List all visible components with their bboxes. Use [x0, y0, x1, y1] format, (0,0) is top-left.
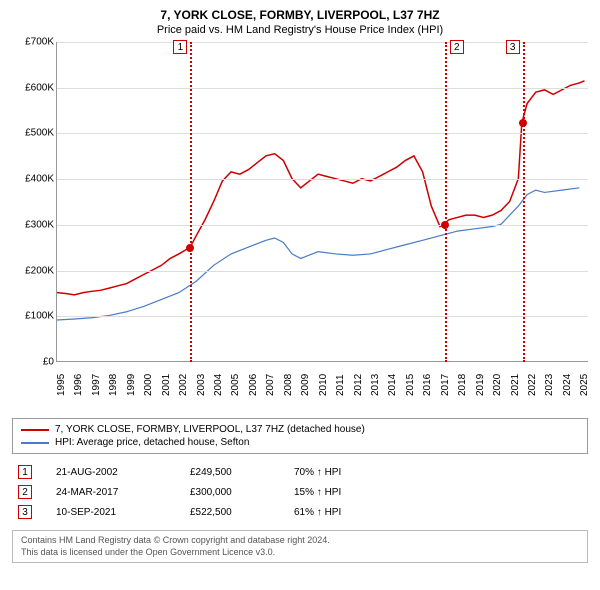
x-tick-label: 2019 — [475, 374, 486, 396]
y-tick-label: £100K — [12, 311, 54, 322]
x-tick-label: 1995 — [56, 374, 67, 396]
y-axis: £0£100K£200K£300K£400K£500K£600K£700K — [12, 42, 56, 362]
event-marker-line — [523, 42, 525, 362]
gridline — [57, 179, 588, 180]
y-tick-label: £400K — [12, 174, 54, 185]
event-marker-box: 1 — [173, 40, 187, 54]
event-price: £300,000 — [190, 487, 270, 498]
legend-row: 7, YORK CLOSE, FORMBY, LIVERPOOL, L37 7H… — [21, 423, 579, 436]
x-tick-label: 2003 — [196, 374, 207, 396]
x-tick-label: 1997 — [91, 374, 102, 396]
x-tick-label: 2012 — [353, 374, 364, 396]
event-row: 3 10-SEP-2021 £522,500 61% ↑ HPI — [12, 502, 588, 522]
event-marker-box: 2 — [450, 40, 464, 54]
legend-label: 7, YORK CLOSE, FORMBY, LIVERPOOL, L37 7H… — [55, 424, 365, 435]
x-tick-label: 1998 — [108, 374, 119, 396]
chart-area: £0£100K£200K£300K£400K£500K£600K£700K 12… — [12, 42, 588, 412]
event-price: £249,500 — [190, 467, 270, 478]
x-tick-label: 2009 — [300, 374, 311, 396]
legend-label: HPI: Average price, detached house, Seft… — [55, 437, 249, 448]
x-tick-label: 2015 — [405, 374, 416, 396]
series-line-property — [57, 81, 585, 295]
plot-area: 1 2 3 — [56, 42, 588, 362]
chart-title: 7, YORK CLOSE, FORMBY, LIVERPOOL, L37 7H… — [12, 8, 588, 22]
x-tick-label: 2014 — [387, 374, 398, 396]
event-date: 24-MAR-2017 — [56, 487, 166, 498]
x-tick-label: 1999 — [126, 374, 137, 396]
event-marker-line — [190, 42, 192, 362]
event-pct: 15% ↑ HPI — [294, 487, 374, 498]
x-tick-label: 2002 — [178, 374, 189, 396]
x-tick-label: 2011 — [335, 374, 346, 396]
gridline — [57, 225, 588, 226]
event-dot — [519, 119, 527, 127]
x-tick-label: 2021 — [510, 374, 521, 396]
x-tick-label: 2022 — [527, 374, 538, 396]
event-num-box: 2 — [18, 485, 32, 499]
event-marker-line — [445, 42, 447, 362]
x-tick-label: 2025 — [579, 374, 590, 396]
x-tick-label: 2000 — [143, 374, 154, 396]
x-tick-label: 2006 — [248, 374, 259, 396]
event-dot — [186, 244, 194, 252]
event-row: 2 24-MAR-2017 £300,000 15% ↑ HPI — [12, 482, 588, 502]
x-tick-label: 2020 — [492, 374, 503, 396]
attribution-line2: This data is licensed under the Open Gov… — [21, 547, 579, 559]
gridline — [57, 316, 588, 317]
legend-swatch — [21, 442, 49, 444]
event-pct: 70% ↑ HPI — [294, 467, 374, 478]
event-dot — [441, 221, 449, 229]
x-tick-label: 1996 — [73, 374, 84, 396]
event-date: 10-SEP-2021 — [56, 507, 166, 518]
x-tick-label: 2016 — [422, 374, 433, 396]
y-tick-label: £300K — [12, 219, 54, 230]
event-price: £522,500 — [190, 507, 270, 518]
chart-subtitle: Price paid vs. HM Land Registry's House … — [12, 24, 588, 36]
x-tick-label: 2010 — [318, 374, 329, 396]
legend-swatch — [21, 429, 49, 431]
y-tick-label: £200K — [12, 265, 54, 276]
series-line-hpi — [57, 188, 579, 320]
gridline — [57, 88, 588, 89]
event-row: 1 21-AUG-2002 £249,500 70% ↑ HPI — [12, 462, 588, 482]
gridline — [57, 271, 588, 272]
x-tick-label: 2007 — [265, 374, 276, 396]
x-tick-label: 2001 — [161, 374, 172, 396]
event-pct: 61% ↑ HPI — [294, 507, 374, 518]
event-date: 21-AUG-2002 — [56, 467, 166, 478]
y-tick-label: £0 — [12, 357, 54, 368]
x-tick-label: 2004 — [213, 374, 224, 396]
x-axis: 1995 1996 1997 1998 1999 2000 2001 2002 2003 2004… — [56, 362, 588, 412]
gridline — [57, 133, 588, 134]
event-num-box: 3 — [18, 505, 32, 519]
x-tick-label: 2024 — [562, 374, 573, 396]
attribution: Contains HM Land Registry data © Crown c… — [12, 530, 588, 563]
x-tick-label: 2018 — [457, 374, 468, 396]
x-tick-label: 2005 — [230, 374, 241, 396]
y-tick-label: £700K — [12, 37, 54, 48]
chart-container: 7, YORK CLOSE, FORMBY, LIVERPOOL, L37 7H… — [0, 0, 600, 590]
attribution-line1: Contains HM Land Registry data © Crown c… — [21, 535, 579, 547]
legend-row: HPI: Average price, detached house, Seft… — [21, 436, 579, 449]
x-tick-label: 2017 — [440, 374, 451, 396]
legend: 7, YORK CLOSE, FORMBY, LIVERPOOL, L37 7H… — [12, 418, 588, 454]
x-tick-label: 2023 — [544, 374, 555, 396]
x-tick-label: 2008 — [283, 374, 294, 396]
y-tick-label: £500K — [12, 128, 54, 139]
event-marker-box: 3 — [506, 40, 520, 54]
events-table: 1 21-AUG-2002 £249,500 70% ↑ HPI 2 24-MAR-201… — [12, 462, 588, 522]
event-num-box: 1 — [18, 465, 32, 479]
line-svg — [57, 42, 588, 361]
y-tick-label: £600K — [12, 82, 54, 93]
x-tick-label: 2013 — [370, 374, 381, 396]
